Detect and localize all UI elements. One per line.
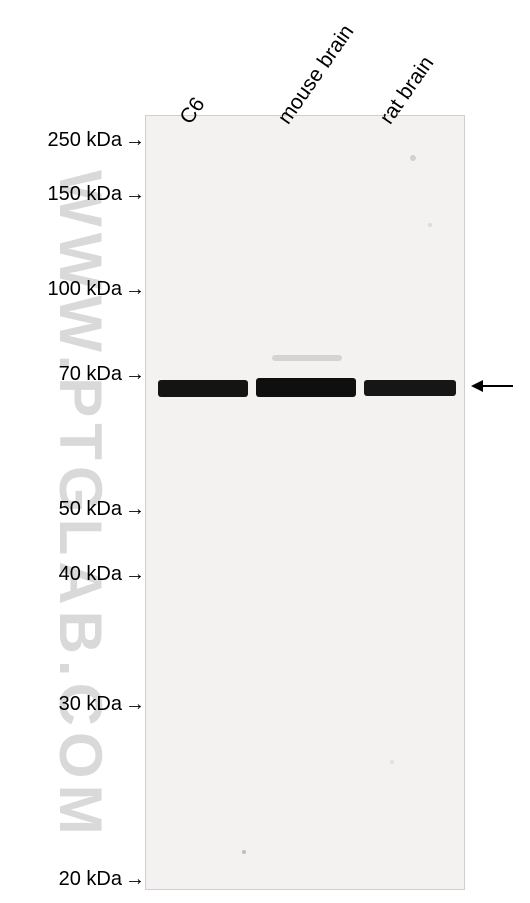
mw-marker: 100 kDa→ xyxy=(0,278,145,301)
marker-arrow-icon: → xyxy=(125,183,145,206)
mw-marker: 50 kDa→ xyxy=(0,498,145,521)
noise-speck xyxy=(390,760,394,764)
arrow-head-icon xyxy=(471,380,483,392)
mw-marker-label: 40 kDa xyxy=(59,563,122,586)
marker-arrow-icon: → xyxy=(125,868,145,891)
mw-marker-label: 20 kDa xyxy=(59,868,122,891)
mw-marker-label: 50 kDa xyxy=(59,498,122,521)
mw-marker: 30 kDa→ xyxy=(0,693,145,716)
mw-marker-label: 30 kDa xyxy=(59,693,122,716)
noise-speck xyxy=(242,850,246,854)
mw-marker-label: 100 kDa xyxy=(48,278,123,301)
mw-marker-label: 250 kDa xyxy=(48,129,123,152)
lane-label: mouse brain xyxy=(273,21,359,129)
mw-marker: 150 kDa→ xyxy=(0,183,145,206)
marker-arrow-icon: → xyxy=(125,129,145,152)
marker-arrow-icon: → xyxy=(125,363,145,386)
protein-band xyxy=(364,380,456,396)
mw-marker: 20 kDa→ xyxy=(0,868,145,891)
mw-marker: 40 kDa→ xyxy=(0,563,145,586)
mw-marker-label: 150 kDa xyxy=(48,183,123,206)
blot-figure: WWW.PTGLAB.COM C6mouse brainrat brain 25… xyxy=(0,0,530,903)
protein-band xyxy=(158,380,248,397)
mw-marker: 70 kDa→ xyxy=(0,363,145,386)
band-indicator-arrow xyxy=(471,380,513,392)
protein-band xyxy=(272,355,342,361)
noise-speck xyxy=(410,155,416,161)
marker-column: 250 kDa→150 kDa→100 kDa→70 kDa→50 kDa→40… xyxy=(0,0,145,903)
marker-arrow-icon: → xyxy=(125,693,145,716)
mw-marker-label: 70 kDa xyxy=(59,363,122,386)
protein-band xyxy=(256,378,356,397)
noise-speck xyxy=(428,223,432,227)
marker-arrow-icon: → xyxy=(125,498,145,521)
mw-marker: 250 kDa→ xyxy=(0,129,145,152)
blot-membrane xyxy=(145,115,465,890)
marker-arrow-icon: → xyxy=(125,563,145,586)
arrow-line xyxy=(483,385,513,387)
marker-arrow-icon: → xyxy=(125,278,145,301)
